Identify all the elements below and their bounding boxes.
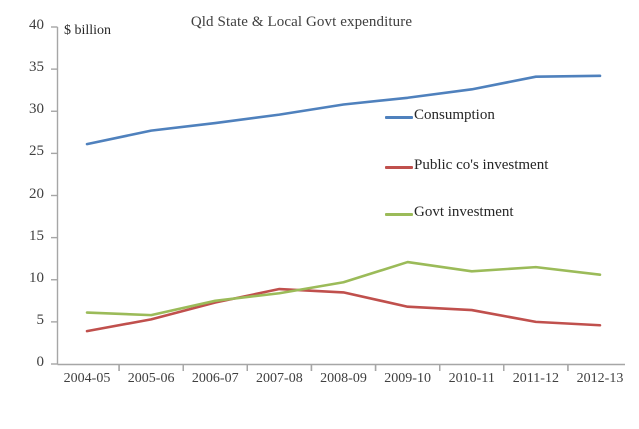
y-axis-tick-label: 30 — [29, 101, 44, 118]
legend-label-govt-investment: Govt investment — [414, 204, 514, 220]
x-axis-tick-label: 2007-08 — [256, 371, 303, 386]
x-axis-tick-label: 2011-12 — [512, 371, 559, 386]
series-line-public-co-s-investment — [85, 287, 602, 333]
legend-label-consumption: Consumption — [414, 107, 495, 123]
x-axis-tick-label: 2006-07 — [191, 371, 239, 386]
x-axis-tick-label: 2008-09 — [320, 371, 367, 386]
y-axis-tick-label: 35 — [29, 59, 44, 76]
x-axis-tick-label: 2009-10 — [384, 371, 431, 386]
x-axis-tick-label: 2005-06 — [127, 371, 175, 386]
y-axis-tick-label: 40 — [29, 17, 44, 33]
data-series-layer — [85, 74, 602, 333]
legend-swatch-public-co-s-investment — [385, 166, 413, 169]
x-axis-tick-label: 2010-11 — [448, 371, 495, 386]
x-axis-tick-label: 2004-05 — [63, 371, 111, 386]
legend-label-public-co-s-investment: Public co's investment — [414, 157, 549, 173]
y-axis-tick-label: 15 — [29, 227, 44, 244]
y-axis-tick-label: 0 — [36, 354, 45, 370]
legend-swatch-govt-investment — [385, 213, 413, 216]
y-axis-unit-label: $ billion — [64, 23, 112, 38]
series-line-consumption — [85, 74, 602, 146]
axis-lines — [51, 26, 625, 371]
y-axis-tick-label: 25 — [29, 143, 44, 160]
y-axis-tick-label: 20 — [29, 185, 44, 202]
chart-title: Qld State & Local Govt expenditure — [190, 14, 413, 30]
legend-swatch-consumption — [385, 116, 413, 119]
series-line-govt-investment — [85, 260, 602, 317]
y-axis-tick-label: 10 — [29, 269, 44, 286]
x-axis-tick-label: 2012-13 — [576, 371, 624, 386]
y-axis-tick-label: 5 — [36, 311, 45, 328]
